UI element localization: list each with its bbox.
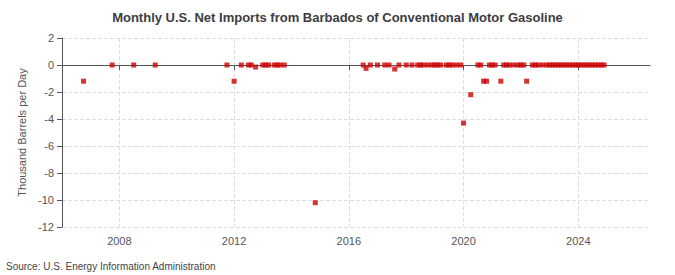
svg-text:2008: 2008 <box>107 235 131 247</box>
svg-text:2020: 2020 <box>451 235 475 247</box>
svg-text:2: 2 <box>48 32 54 44</box>
svg-text:0: 0 <box>48 59 54 71</box>
svg-text:-2: -2 <box>44 86 54 98</box>
svg-text:-12: -12 <box>38 221 54 233</box>
svg-text:-4: -4 <box>44 113 54 125</box>
svg-text:-10: -10 <box>38 194 54 206</box>
svg-text:2024: 2024 <box>566 235 590 247</box>
svg-text:-6: -6 <box>44 140 54 152</box>
svg-text:Thousand Barrels per Day: Thousand Barrels per Day <box>16 68 28 197</box>
svg-text:Source: U.S. Energy Informatio: Source: U.S. Energy Information Administ… <box>6 261 216 272</box>
svg-text:-8: -8 <box>44 167 54 179</box>
svg-text:Monthly U.S. Net Imports from: Monthly U.S. Net Imports from Barbados o… <box>112 10 563 25</box>
svg-text:2016: 2016 <box>337 235 361 247</box>
svg-text:2012: 2012 <box>222 235 246 247</box>
